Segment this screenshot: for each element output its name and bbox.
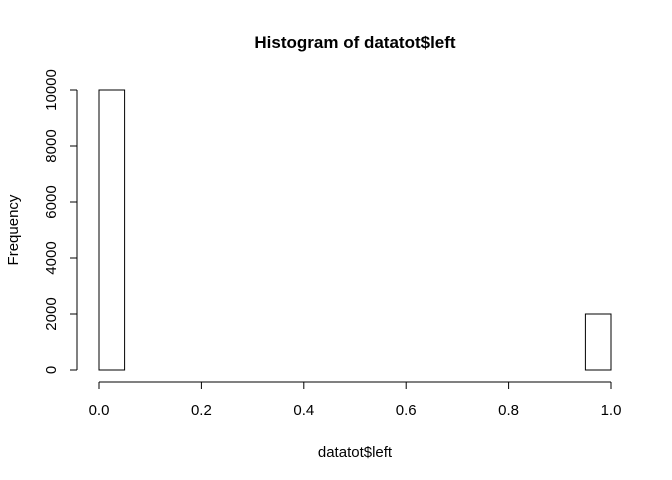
y-tick-label-4: 8000 — [43, 129, 60, 162]
y-tick-label-5: 10000 — [43, 69, 60, 111]
y-tick-label-1: 2000 — [43, 297, 60, 330]
x-tick-label-2: 0.4 — [293, 402, 314, 419]
y-axis-label: Frequency — [5, 194, 22, 265]
histogram-bar-0 — [98, 89, 126, 371]
x-tick-label-3: 0.6 — [396, 402, 417, 419]
y-axis: 0 2000 4000 6000 8000 10000 — [43, 69, 78, 374]
x-tick-label-5: 1.0 — [601, 402, 622, 419]
x-axis-label: datatot$left — [318, 444, 393, 461]
y-tick-label-0: 0 — [43, 366, 60, 374]
x-tick-label-0: 0.0 — [89, 402, 110, 419]
x-axis: 0.0 0.2 0.4 0.6 0.8 1.0 — [89, 381, 622, 419]
histogram-bar-19 — [584, 313, 612, 371]
y-tick-label-2: 4000 — [43, 241, 60, 274]
y-tick-label-3: 6000 — [43, 185, 60, 218]
x-tick-label-1: 0.2 — [191, 402, 212, 419]
chart-title: Histogram of datatot$left — [254, 33, 456, 52]
bars-group — [98, 89, 612, 371]
x-tick-label-4: 0.8 — [498, 402, 519, 419]
